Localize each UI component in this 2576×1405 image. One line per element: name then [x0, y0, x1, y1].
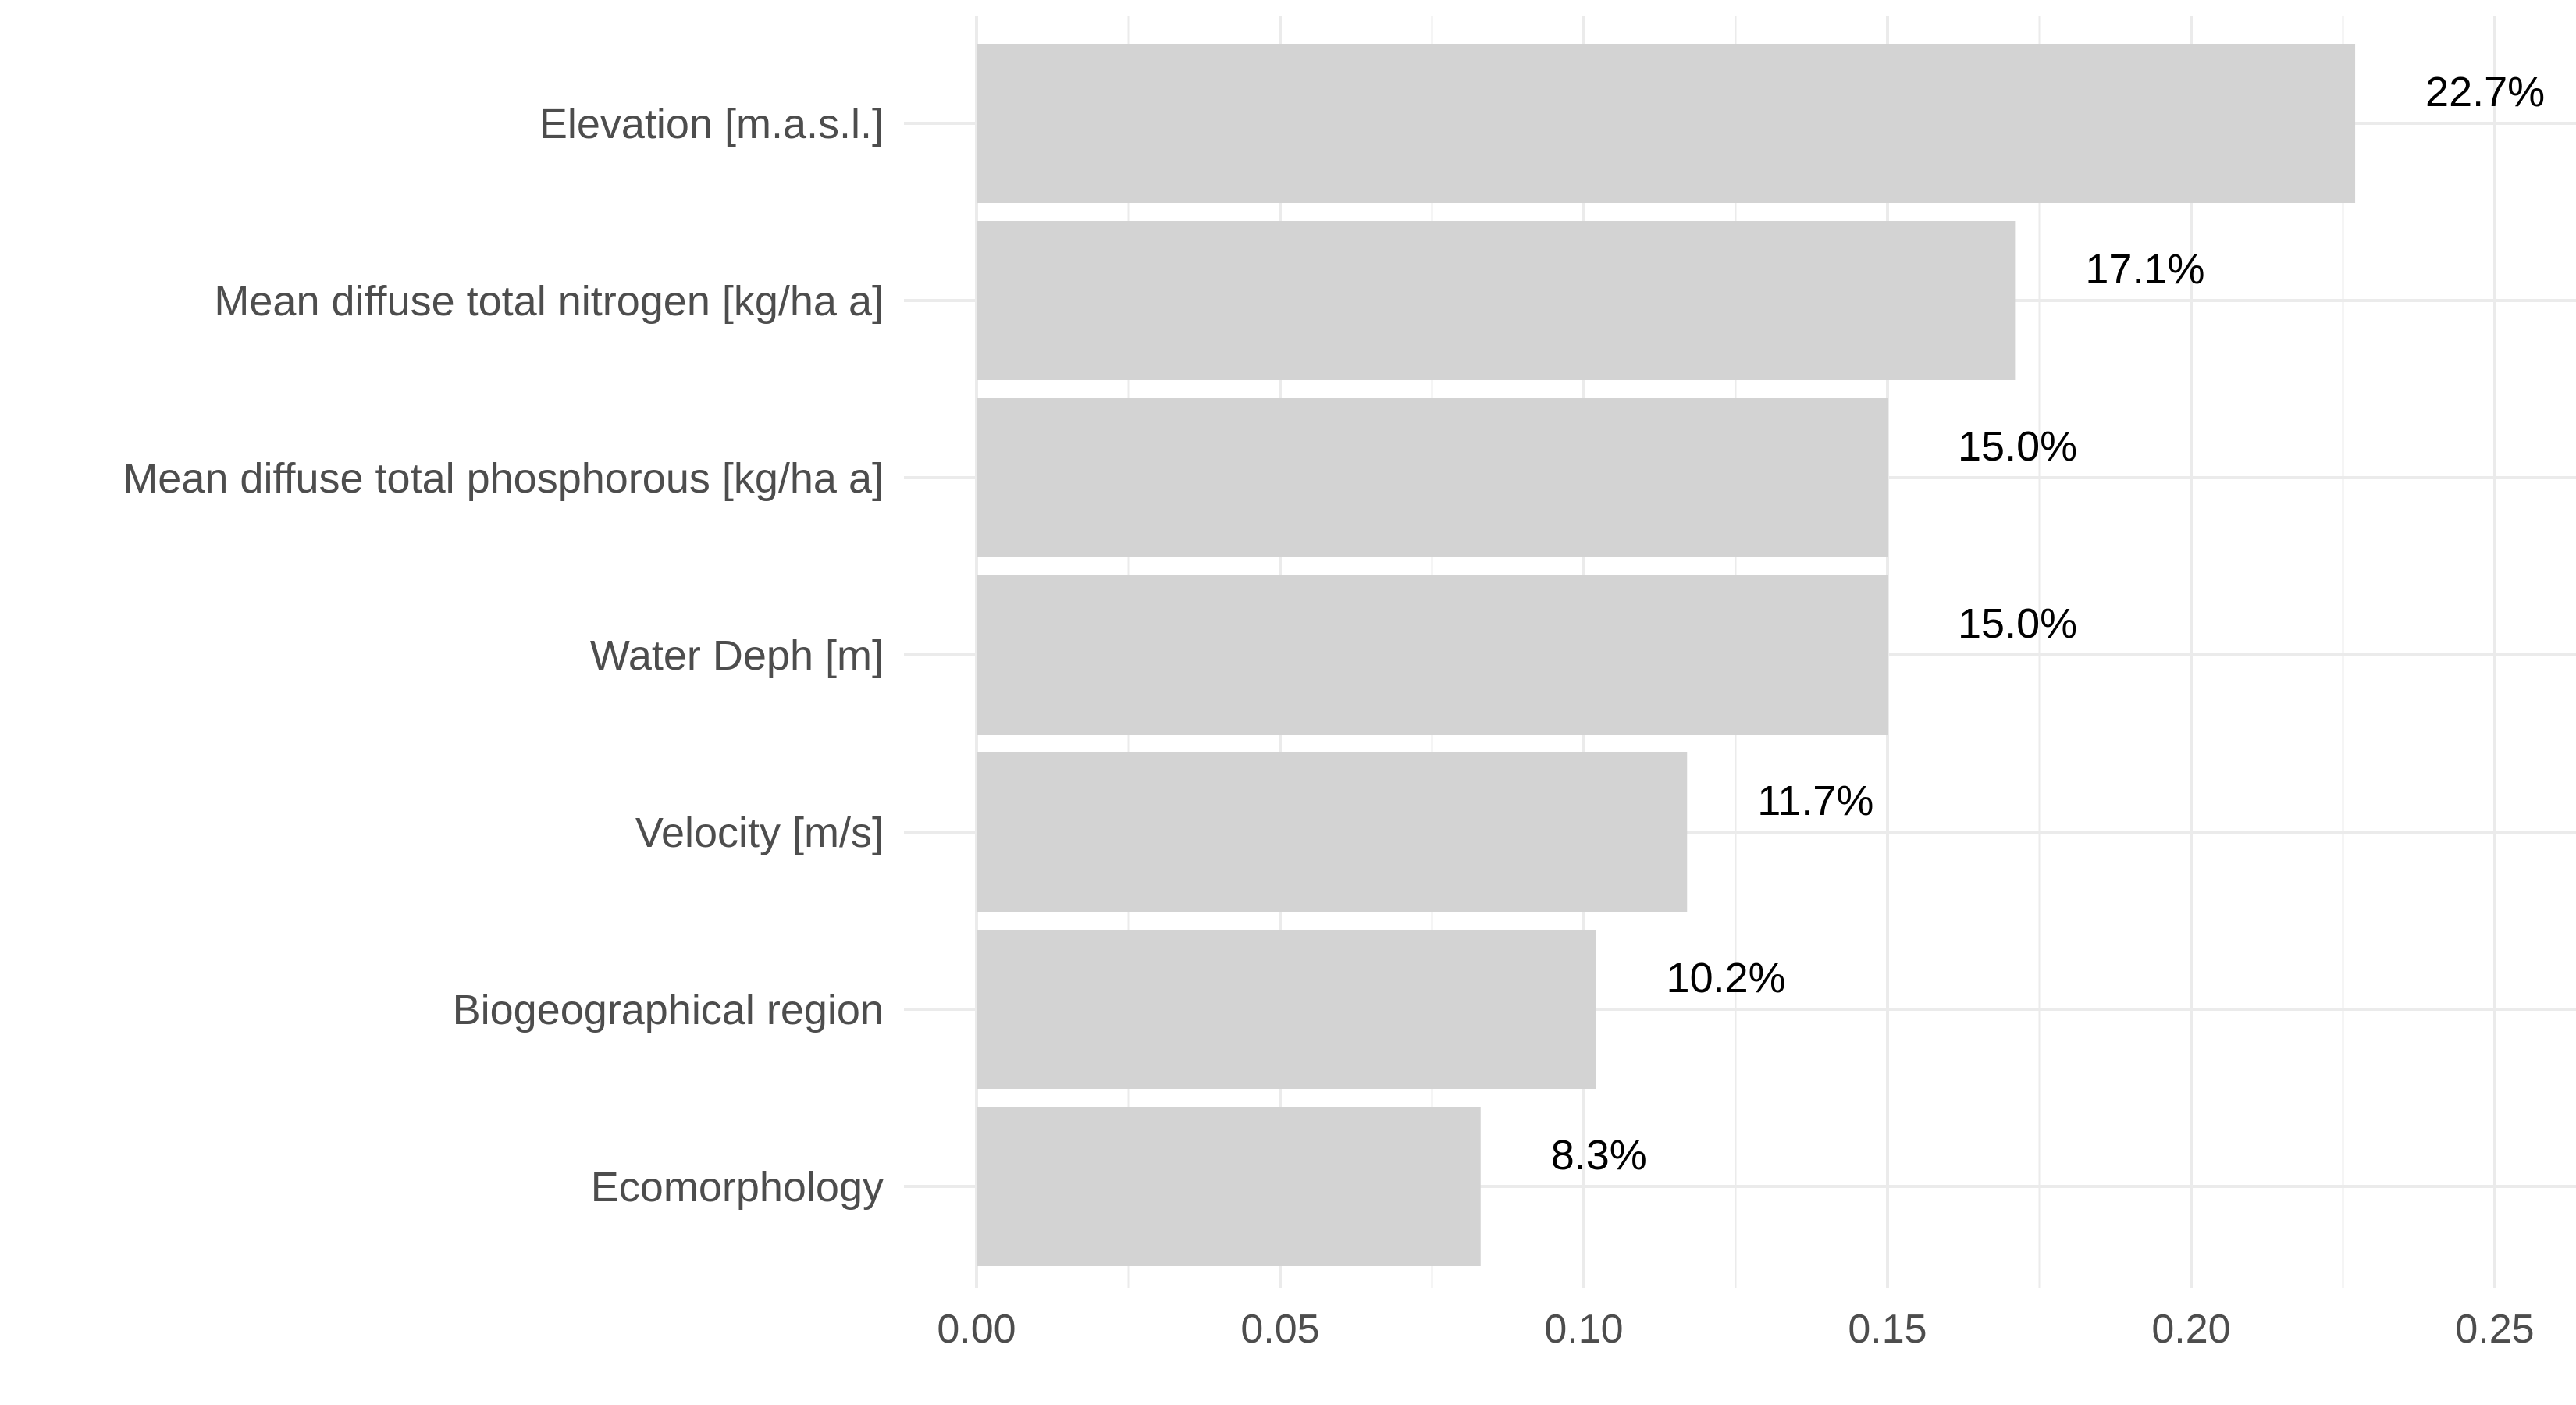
bars [977, 44, 2356, 1266]
category-label: Ecomorphology [591, 1164, 884, 1211]
bar [977, 752, 1688, 912]
data-label: 10.2% [1667, 955, 1786, 1001]
category-label: Mean diffuse total phosphorous [kg/ha a] [123, 455, 884, 502]
category-label: Elevation [m.a.s.l.] [539, 101, 884, 148]
bar [977, 44, 2356, 203]
data-label: 15.0% [1958, 600, 2077, 647]
x-tick-label: 0.25 [2455, 1307, 2534, 1352]
x-tick-label: 0.15 [1848, 1307, 1927, 1352]
x-tick-label: 0.05 [1240, 1307, 1319, 1352]
bar [977, 930, 1596, 1089]
data-label: 22.7% [2425, 69, 2545, 116]
data-label: 11.7% [1757, 777, 1873, 824]
category-label: Mean diffuse total nitrogen [kg/ha a] [214, 278, 884, 325]
data-label: 8.3% [1551, 1132, 1647, 1179]
bar [977, 221, 2016, 380]
category-label: Biogeographical region [453, 987, 884, 1033]
bar [977, 398, 1888, 557]
data-label: 17.1% [2085, 246, 2204, 293]
category-labels: Elevation [m.a.s.l.] Mean diffuse total n… [123, 101, 884, 1211]
data-labels: 22.7% 17.1% 15.0% 15.0% 11.7% 10.2% 8.3% [1551, 69, 2545, 1179]
x-axis-tick-labels: 0.00 0.05 0.10 0.15 0.20 0.25 [937, 1307, 2534, 1352]
x-tick-label: 0.00 [937, 1307, 1016, 1352]
category-label: Water Deph [m] [590, 632, 884, 679]
bar [977, 1107, 1481, 1266]
data-label: 15.0% [1958, 423, 2077, 470]
bar [977, 575, 1888, 735]
category-label: Velocity [m/s] [635, 809, 884, 856]
x-tick-label: 0.10 [1544, 1307, 1623, 1352]
x-tick-label: 0.20 [2151, 1307, 2230, 1352]
